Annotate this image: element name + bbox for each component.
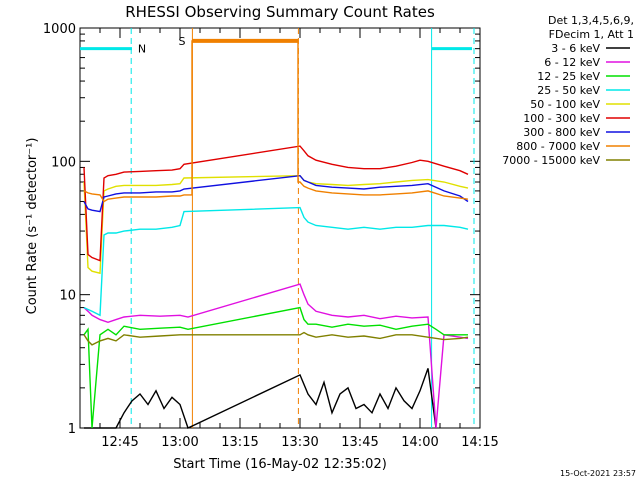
legend-entry-label: 6 - 12 keV [544, 56, 600, 69]
legend-entry-label: 7000 - 15000 keV [502, 154, 600, 167]
x-tick-label: 14:15 [461, 435, 498, 450]
legend-entry-label: 25 - 50 keV [537, 84, 600, 97]
y-tick-label: 1 [68, 422, 76, 437]
series-line-0 [84, 368, 437, 429]
x-axis-label: Start Time (16-May-02 12:35:02) [173, 457, 387, 472]
x-tick-label: 13:45 [341, 435, 378, 450]
legend-entry-label: 100 - 300 keV [523, 112, 600, 125]
legend: Det 1,3,4,5,6,9,FDecim 1, Att 13 - 6 keV… [502, 14, 634, 167]
series-line-6 [83, 174, 469, 213]
series-line-8 [83, 331, 469, 346]
series-line-4 [83, 174, 469, 275]
series-line-2 [83, 306, 468, 429]
footer-date: 15-Oct-2021 23:57 [560, 469, 636, 478]
x-tick-label: 14:00 [401, 435, 438, 450]
series-line-5 [83, 145, 469, 262]
y-axis-label: Count Rate (s⁻¹ detector⁻¹) [25, 138, 40, 315]
series-line-7 [83, 40, 469, 203]
x-tick-label: 12:45 [101, 435, 138, 450]
y-tick-label: 100 [51, 155, 76, 170]
series-line-1 [83, 283, 469, 429]
annotation-label-N: N [138, 43, 146, 56]
annotation-label-S: S [179, 35, 186, 48]
legend-entry-label: 300 - 800 keV [523, 126, 600, 139]
plot-area: 1 10 100 1000 12:45 13:00 13:15 13:30 13:45 14:00… [43, 22, 499, 450]
legend-header: Det 1,3,4,5,6,9, [548, 14, 634, 27]
y-tick-label: 10 [59, 289, 76, 304]
y-tick-label: 1000 [43, 22, 76, 37]
legend-header: FDecim 1, Att 1 [549, 28, 634, 41]
x-tick-label: 13:00 [161, 435, 198, 450]
x-tick-label: 13:30 [281, 435, 318, 450]
chart-title: RHESSI Observing Summary Count Rates [125, 3, 435, 21]
legend-entry-label: 3 - 6 keV [551, 42, 600, 55]
legend-entry-label: 800 - 7000 keV [516, 140, 600, 153]
legend-entry-label: 50 - 100 keV [530, 98, 600, 111]
series-line-3 [83, 206, 469, 317]
legend-entry-label: 12 - 25 keV [537, 70, 600, 83]
x-tick-label: 13:15 [221, 435, 258, 450]
plot-frame [79, 27, 481, 429]
